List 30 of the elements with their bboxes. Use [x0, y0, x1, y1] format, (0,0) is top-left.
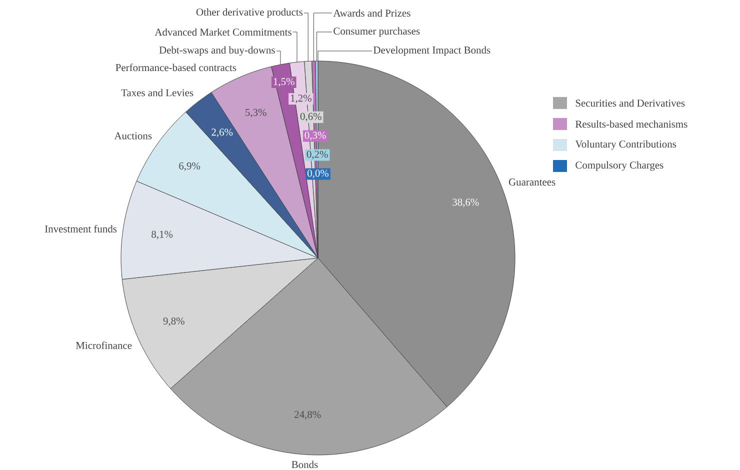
- slice-label: Awards and Prizes: [333, 9, 410, 17]
- slice-label: Consumer purchases: [334, 27, 420, 37]
- slice-label: Guarantees: [508, 178, 556, 186]
- category-label: Development Impact Bonds: [374, 46, 490, 56]
- text: Securities and Derivatives: [576, 99, 685, 107]
- text: 0,0%: [308, 170, 329, 178]
- data-label: 8,1%: [152, 230, 173, 240]
- data-label: 0,2%: [306, 150, 328, 160]
- slice-label: Microfinance: [76, 342, 132, 349]
- data-label: 1,5%: [274, 78, 294, 87]
- data-label: 38,6%: [452, 198, 479, 208]
- slice-label: Taxes and Levies: [121, 88, 194, 96]
- data-label: 0,3%: [304, 132, 326, 140]
- data-label: 1,2%: [290, 94, 312, 104]
- text: Results-based mechanisms: [576, 120, 688, 128]
- data-label: 5,3%: [246, 108, 266, 118]
- data-label: 2,6%: [212, 128, 233, 138]
- slice-label: Debt-swaps and buy-downs: [159, 46, 275, 56]
- text: Voluntary Contributions: [575, 140, 676, 150]
- slice-label: Other derivative products: [196, 8, 303, 18]
- data-label: 24,8%: [294, 410, 321, 420]
- data-label: 0,6%: [300, 112, 322, 122]
- data-label: 6,9%: [179, 162, 200, 171]
- slice-label: Performance-based contracts: [116, 64, 236, 72]
- slice-label: Investment funds: [45, 224, 117, 232]
- text: Compulsory Charges: [576, 161, 664, 171]
- slice-label: Bonds: [292, 460, 318, 468]
- data-label: 9,8%: [163, 317, 184, 326]
- slice-label: Auctions: [114, 132, 152, 140]
- slice-label: Advanced Market Commitments: [154, 28, 292, 36]
